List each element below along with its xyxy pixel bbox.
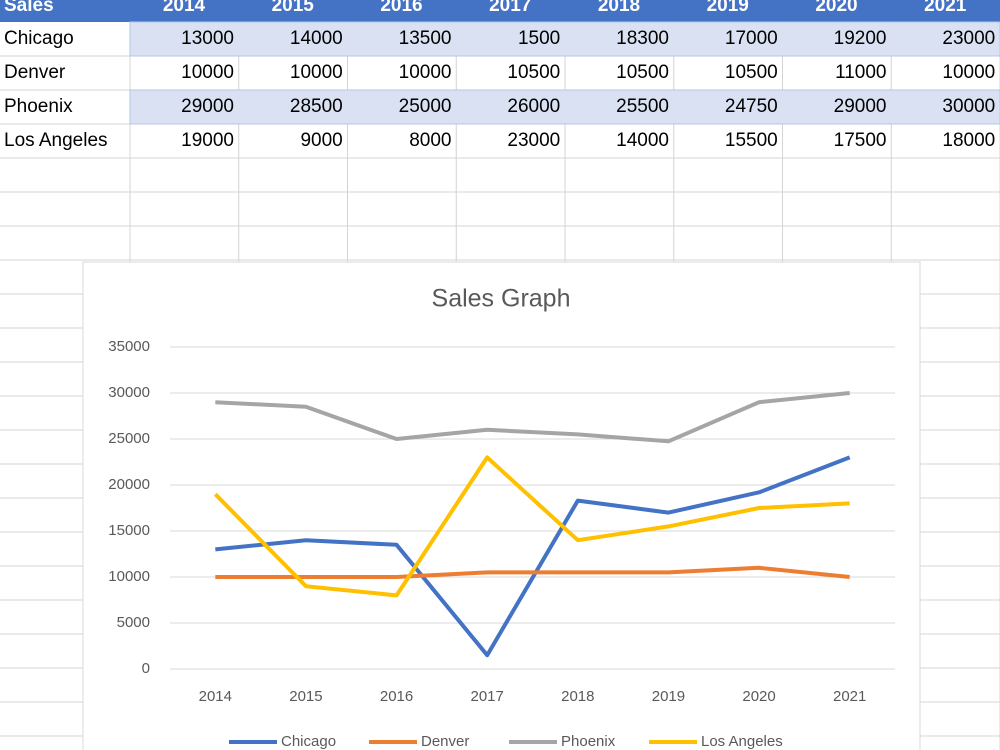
cell-value: 9000 bbox=[300, 130, 342, 151]
header-cell: 2015 bbox=[272, 0, 315, 16]
header-cell: 2017 bbox=[489, 0, 531, 16]
cell-value: 17000 bbox=[725, 28, 778, 49]
cell-value: 25500 bbox=[616, 96, 669, 117]
x-tick-label: 2021 bbox=[833, 688, 866, 705]
cell-value: 30000 bbox=[942, 96, 995, 117]
y-tick-label: 5000 bbox=[117, 614, 150, 631]
x-tick-label: 2016 bbox=[380, 688, 413, 705]
y-tick-label: 15000 bbox=[108, 522, 150, 539]
cell-value: 10000 bbox=[290, 62, 343, 83]
x-tick-label: 2020 bbox=[742, 688, 775, 705]
x-tick-label: 2015 bbox=[289, 688, 322, 705]
cell-value: 18000 bbox=[942, 130, 995, 151]
y-tick-label: 30000 bbox=[108, 384, 150, 401]
cell-value: 19000 bbox=[181, 130, 234, 151]
cell-value: 23000 bbox=[507, 130, 560, 151]
cell-value: 29000 bbox=[181, 96, 234, 117]
cell-value: 10500 bbox=[616, 62, 669, 83]
header-cell: 2020 bbox=[815, 0, 857, 16]
series-line bbox=[213, 455, 850, 598]
cell-value: 19200 bbox=[834, 28, 887, 49]
x-tick-label: 2018 bbox=[561, 688, 594, 705]
cell-value: 11000 bbox=[835, 62, 886, 83]
cell-value: 10000 bbox=[942, 62, 995, 83]
row-label: Denver bbox=[4, 62, 66, 83]
cell-value: 23000 bbox=[942, 28, 995, 49]
header-cell: 2014 bbox=[163, 0, 206, 16]
x-tick-label: 2019 bbox=[652, 688, 685, 705]
y-tick-label: 20000 bbox=[108, 476, 150, 493]
series-line bbox=[215, 455, 851, 658]
cell-value: 15500 bbox=[725, 130, 778, 151]
row-label: Los Angeles bbox=[4, 130, 108, 151]
y-tick-label: 25000 bbox=[108, 430, 150, 447]
cell-value: 26000 bbox=[507, 96, 560, 117]
cell-value: 10500 bbox=[725, 62, 778, 83]
cell-value: 28500 bbox=[290, 96, 343, 117]
header-cell: 2016 bbox=[380, 0, 422, 16]
legend-label: Los Angeles bbox=[701, 733, 783, 750]
y-tick-label: 0 bbox=[142, 660, 150, 677]
x-tick-label: 2014 bbox=[199, 688, 232, 705]
cell-value: 14000 bbox=[616, 130, 669, 151]
legend-label: Chicago bbox=[281, 733, 336, 750]
y-tick-label: 10000 bbox=[108, 568, 150, 585]
row-label: Chicago bbox=[4, 28, 74, 49]
header-cell: 2021 bbox=[924, 0, 967, 16]
chart: Sales Graph 0 5000 10000 15000 20000 25000 300… bbox=[82, 261, 921, 750]
cell-value: 14000 bbox=[290, 28, 343, 49]
header-cell: 2018 bbox=[598, 0, 640, 16]
header-row bbox=[0, 0, 1000, 22]
row-label: Phoenix bbox=[4, 96, 73, 117]
row-shade bbox=[129, 89, 1000, 125]
cell-value: 24750 bbox=[725, 96, 778, 117]
legend-label: Phoenix bbox=[561, 733, 616, 750]
cell-value: 1500 bbox=[518, 28, 560, 49]
legend-label: Denver bbox=[421, 733, 469, 750]
cell-value: 10000 bbox=[399, 62, 452, 83]
cell-value: 13000 bbox=[181, 28, 234, 49]
chart-title: Sales Graph bbox=[432, 285, 571, 313]
x-tick-label: 2017 bbox=[471, 688, 504, 705]
row-shade bbox=[129, 21, 1000, 57]
y-tick-label: 35000 bbox=[108, 338, 150, 355]
cell-value: 10500 bbox=[507, 62, 560, 83]
cell-value: 29000 bbox=[834, 96, 887, 117]
series-line bbox=[215, 565, 850, 579]
cell-value: 17500 bbox=[834, 130, 887, 151]
cell-value: 18300 bbox=[616, 28, 669, 49]
cell-value: 13500 bbox=[399, 28, 452, 49]
cell-value: 25000 bbox=[399, 96, 452, 117]
series-line bbox=[215, 391, 850, 444]
cell-value: 8000 bbox=[409, 130, 451, 151]
header-cell: 2019 bbox=[707, 0, 749, 16]
header-cell: Sales bbox=[4, 0, 54, 16]
cell-value: 10000 bbox=[181, 62, 234, 83]
